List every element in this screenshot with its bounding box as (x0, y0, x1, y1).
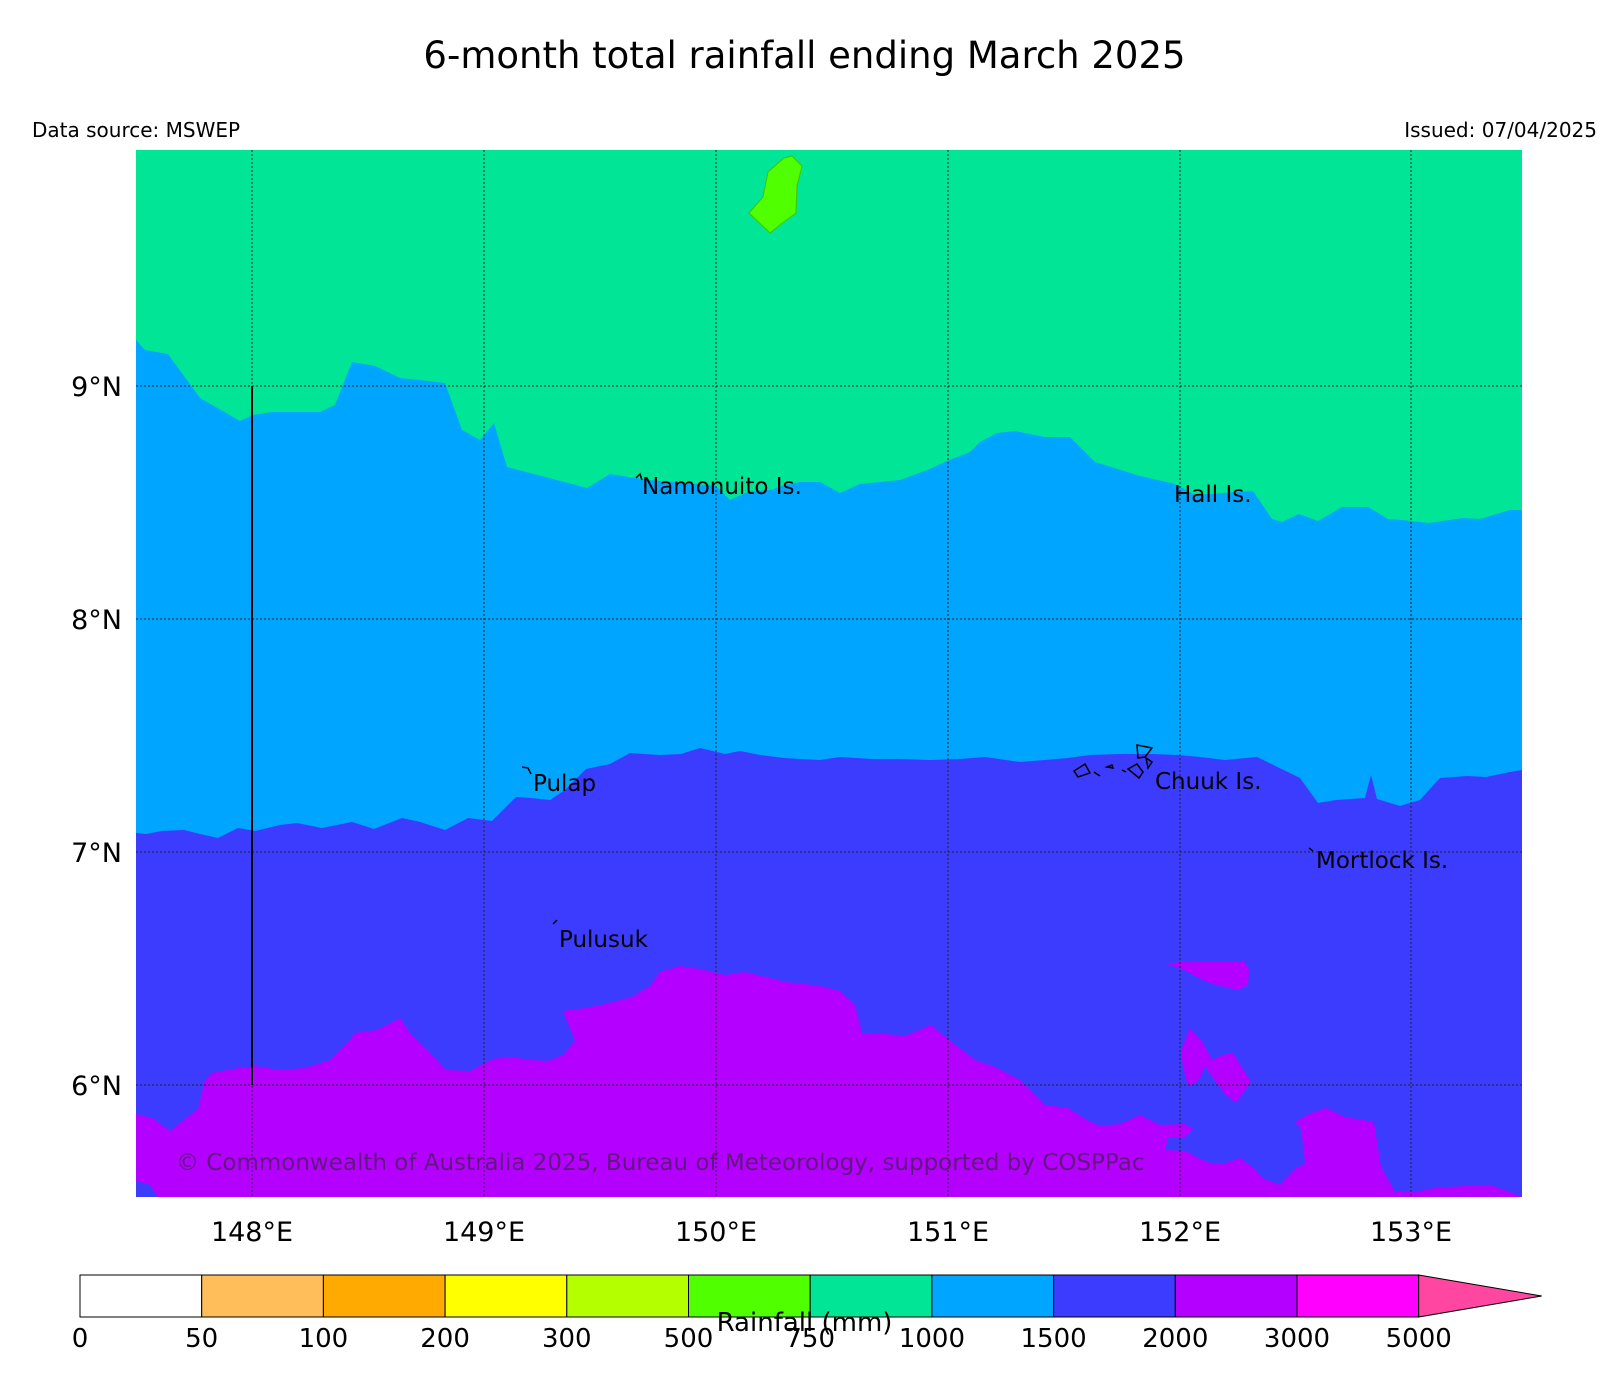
island-pulap (521, 766, 532, 775)
colorbar-label: Rainfall (mm) (716, 1308, 893, 1338)
colorbar-tick-label: 500 (664, 1324, 714, 1354)
colorbar-tick-label: 2000 (1142, 1324, 1208, 1354)
colorbar-swatch (566, 1274, 689, 1318)
colorbar-tick-label: 200 (420, 1324, 470, 1354)
place-label-namonuito: Namonuito Is. (642, 474, 802, 500)
chart-title: 6-month total rainfall ending March 2025 (423, 34, 1186, 77)
lon-tick-label: 152°E (1139, 1217, 1221, 1248)
colorbar-swatch (1174, 1274, 1298, 1318)
colorbar-tick-label: 100 (299, 1324, 349, 1354)
lon-tick-label: 151°E (907, 1217, 989, 1248)
copyright-text: © Commonwealth of Australia 2025, Bureau… (176, 1150, 1145, 1176)
place-label-pulusuk: Pulusuk (559, 927, 649, 953)
region-2000-3000 (136, 966, 1522, 1197)
island-namonuito (635, 472, 643, 481)
colorbar-tick-label: 3000 (1264, 1324, 1330, 1354)
issued-date-label: Issued: 07/04/2025 (1404, 118, 1597, 142)
place-label-hall: Hall Is. (1174, 482, 1252, 508)
colorbar-tick-label: 5000 (1386, 1324, 1452, 1354)
lon-tick-label: 150°E (675, 1217, 757, 1248)
colorbar-swatch (1296, 1274, 1420, 1318)
colorbar-swatch (1053, 1274, 1176, 1318)
colorbar-tick-label: 1500 (1021, 1324, 1087, 1354)
place-label-chuuk: Chuuk Is. (1155, 769, 1262, 795)
lat-tick-label: 7°N (71, 838, 122, 869)
place-label-mortlock: Mortlock Is. (1316, 848, 1448, 874)
colorbar-tick-label: 0 (72, 1324, 89, 1354)
region-2000-3000-patch (1167, 962, 1249, 990)
island-mortlock (1308, 847, 1314, 852)
lon-tick-label: 153°E (1370, 1217, 1452, 1248)
colorbar-extend-arrow (1418, 1274, 1542, 1318)
colorbar-swatch (201, 1274, 324, 1318)
colorbar-swatch (931, 1274, 1055, 1318)
colorbar-tick-label: 300 (542, 1324, 592, 1354)
colorbar-swatch (444, 1274, 568, 1318)
colorbar-tick-label: 1000 (899, 1324, 965, 1354)
place-label-pulap: Pulap (533, 771, 596, 797)
colorbar-tick-label: 50 (185, 1324, 218, 1354)
lat-tick-label: 8°N (71, 605, 122, 636)
island-pulusuk (552, 919, 558, 925)
colorbar-swatch (809, 1274, 933, 1318)
data-source-label: Data source: MSWEP (32, 118, 241, 142)
lat-tick-label: 9°N (71, 372, 122, 403)
region-500-750 (748, 155, 803, 234)
lon-tick-label: 148°E (211, 1217, 293, 1248)
region-2000-3000-patch (1181, 1028, 1251, 1103)
lat-tick-label: 6°N (71, 1071, 122, 1102)
island-chuuk (1136, 744, 1154, 759)
lon-tick-label: 149°E (443, 1217, 525, 1248)
colorbar-tick-label: 750 (785, 1324, 835, 1354)
